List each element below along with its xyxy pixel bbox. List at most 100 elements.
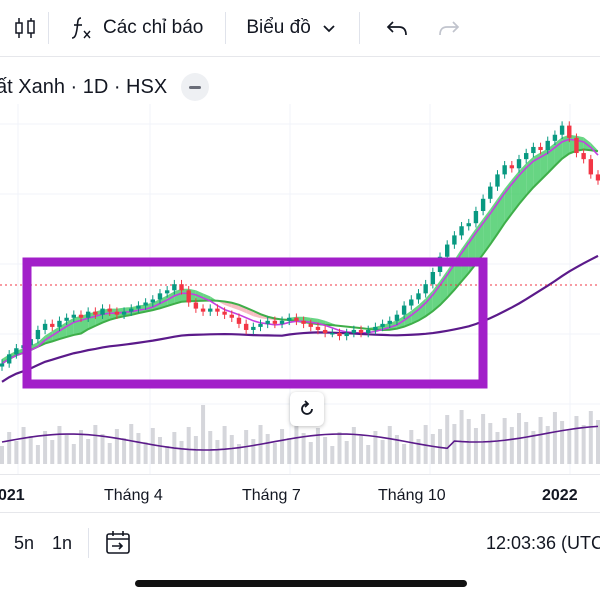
volume-bar [114,429,119,464]
candle-body [394,314,400,321]
candle-body [330,333,335,335]
toolbar-divider [225,12,227,44]
candle-body [157,293,163,300]
reset-icon [301,400,313,415]
volume-bar [308,442,313,464]
candle-body [121,311,127,315]
candle-body [100,308,105,315]
candle-body [351,329,357,333]
candle-body [258,323,263,327]
candle-body [236,317,242,324]
volume-bar [64,435,69,464]
highlight-box [22,257,488,389]
candle-body [129,308,134,312]
volume-bar [438,429,443,464]
candle-body [480,198,486,211]
volume-bar [7,432,12,464]
volume-bar [294,424,299,464]
volume-bar [86,439,91,464]
candle-body [279,320,285,324]
volume-bar [28,436,33,464]
volume-bar [351,427,356,464]
volume-bar [136,433,141,464]
volume-bar [596,420,600,464]
ichimoku-cloud-segment [533,152,541,188]
volume-bar [265,434,270,464]
go-to-date-icon[interactable] [103,528,133,558]
candle-body [93,311,98,315]
candle-body [373,326,378,330]
toolbar-divider [48,12,49,44]
candle-body [222,311,227,315]
indicators-button[interactable]: Các chỉ báo [69,0,203,56]
candle-body [380,323,385,327]
volume-bar [323,437,328,464]
candle-body [150,299,155,303]
candle-body [552,134,558,141]
range-1d-button[interactable]: 1n [52,532,73,553]
volume-bar [524,422,529,464]
candle-body [71,314,77,318]
time-axis-label: 021 [0,487,25,504]
reset-chart-button[interactable] [290,392,324,426]
candle-body [64,317,69,321]
ichimoku-cloud-segment [447,259,455,298]
ichimoku-cloud-segment [440,270,448,306]
volume-bar [251,439,256,464]
collapse-legend-button[interactable] [181,73,210,101]
candle-body [294,317,299,321]
candle-body [509,165,515,169]
candle-body [423,284,428,294]
volume-bar [567,430,572,464]
volume-bar [215,440,220,464]
volume-bar [574,416,579,464]
volume-bar [481,414,486,464]
range-5d-button[interactable]: 5n [14,532,35,553]
chart-style-button[interactable] [2,0,48,56]
candle-body [337,333,342,337]
volume-bar [588,411,593,464]
undo-button[interactable] [384,0,410,56]
volume-bar [107,443,112,464]
time-axis-label: Tháng 10 [378,487,446,504]
volume-bar [509,427,514,464]
candle-body [172,284,177,291]
ichimoku-cloud-segment [174,288,182,304]
candle-body [545,140,550,150]
redo-icon [438,21,459,36]
volume-bar [315,428,320,464]
bottom-divider [88,528,90,558]
time-axis-label: 2022 [542,487,578,504]
candle-body [14,348,19,355]
candle-body [164,290,170,294]
candle-body [42,323,48,330]
volume-bar [165,446,170,464]
redo-button[interactable] [436,0,462,56]
home-indicator [135,580,467,587]
volume-bar [78,430,83,464]
candle-body [401,305,407,315]
volume-bar [100,434,105,464]
candle-body [208,308,213,312]
volume-bar [387,426,392,464]
chart-type-label: Biểu đồ [246,17,311,38]
price-chart[interactable] [0,104,600,474]
candle-body [251,326,256,330]
candle-body [366,329,371,333]
volume-bar [57,426,62,464]
candle-body [588,159,594,175]
volume-bar [150,428,155,464]
candle-body [57,320,62,327]
volume-bar [495,432,500,464]
volume-bar [301,433,306,464]
time-axis[interactable]: 021 Tháng 4 Tháng 7 Tháng 10 2022 [0,474,600,513]
candle-body [287,317,292,321]
volume-bar [35,445,40,464]
volume-bar [236,444,241,464]
top-toolbar: Các chỉ báo Biểu đồ [0,0,600,57]
candle-body [265,320,270,324]
candle-body [0,363,5,367]
chart-type-button[interactable]: Biểu đồ [246,0,338,56]
volume-bar [122,438,127,464]
volume-bar [488,423,493,464]
